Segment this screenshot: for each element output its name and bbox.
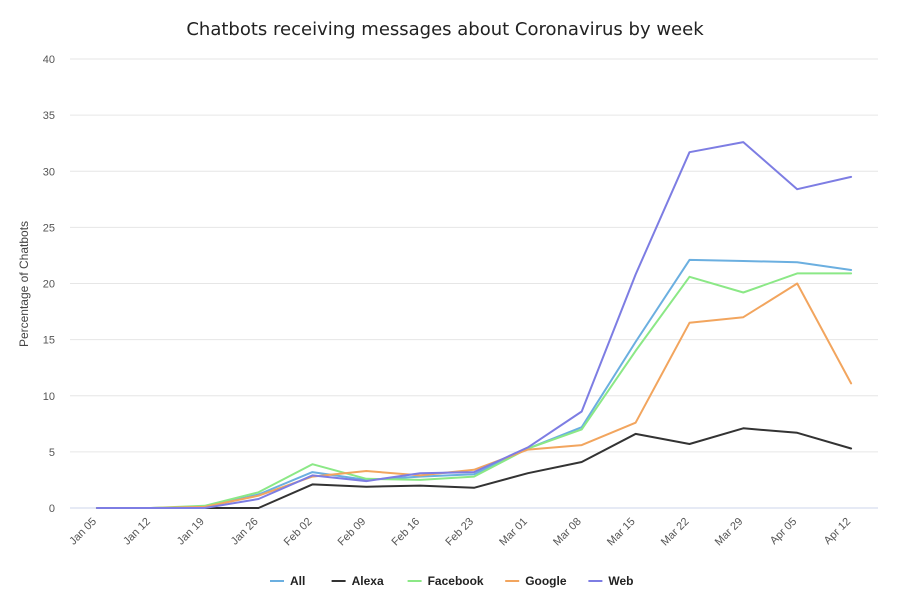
x-tick-label: Jan 05 (67, 516, 99, 548)
x-tick-label: Mar 29 (713, 516, 746, 549)
series-line-google (95, 282, 853, 509)
legend-label: Google (525, 574, 567, 588)
legend-label: Web (608, 574, 633, 588)
x-tick-label: Apr 12 (822, 516, 853, 547)
x-tick-label: Feb 16 (390, 516, 423, 549)
x-tick-label: Jan 12 (121, 516, 153, 548)
x-tick-label: Apr 05 (768, 516, 799, 547)
y-tick-label: 35 (43, 110, 55, 122)
series-line-web (95, 141, 853, 509)
x-tick-label: Jan 26 (229, 516, 261, 548)
y-tick-label: 25 (43, 222, 55, 234)
y-tick-label: 20 (43, 279, 55, 291)
x-tick-label: Feb 02 (282, 516, 315, 549)
x-tick-label: Feb 23 (443, 516, 476, 549)
y-tick-label: 30 (43, 166, 55, 178)
legend-item-all[interactable]: All (270, 574, 305, 588)
legend: All Alexa Facebook Google Web (270, 574, 634, 588)
series-line-alexa (95, 427, 853, 509)
legend-item-google[interactable]: Google (505, 574, 567, 588)
x-tick-label: Jan 19 (175, 516, 207, 548)
x-tick-label: Mar 08 (551, 516, 584, 549)
y-tick-label: 5 (49, 447, 55, 459)
legend-item-alexa[interactable]: Alexa (331, 574, 384, 588)
series-line-facebook (95, 272, 853, 509)
y-tick-label: 15 (43, 335, 55, 347)
x-tick-label: Mar 01 (497, 516, 530, 549)
x-tick-label: Mar 22 (659, 516, 692, 549)
series-lines (95, 141, 853, 509)
legend-item-facebook[interactable]: Facebook (407, 574, 484, 588)
y-axis-ticks: 0 5 10 15 20 25 30 35 40 (43, 54, 55, 515)
legend-item-web[interactable]: Web (588, 574, 634, 588)
legend-label: Alexa (352, 574, 384, 588)
x-tick-label: Mar 15 (605, 516, 638, 549)
x-axis-ticks: Jan 05 Jan 12 Jan 19 Jan 26 Feb 02 Feb 09 Feb … (67, 516, 853, 549)
y-tick-label: 10 (43, 391, 55, 403)
legend-label: Facebook (428, 574, 484, 588)
legend-label: All (290, 574, 305, 588)
x-tick-label: Feb 09 (336, 516, 369, 549)
y-axis-label: Percentage of Chatbots (17, 221, 31, 347)
y-tick-label: 40 (43, 54, 55, 66)
y-tick-label: 0 (49, 503, 55, 515)
gridlines (70, 58, 878, 453)
chart-title: Chatbots receiving messages about Corona… (186, 19, 704, 40)
